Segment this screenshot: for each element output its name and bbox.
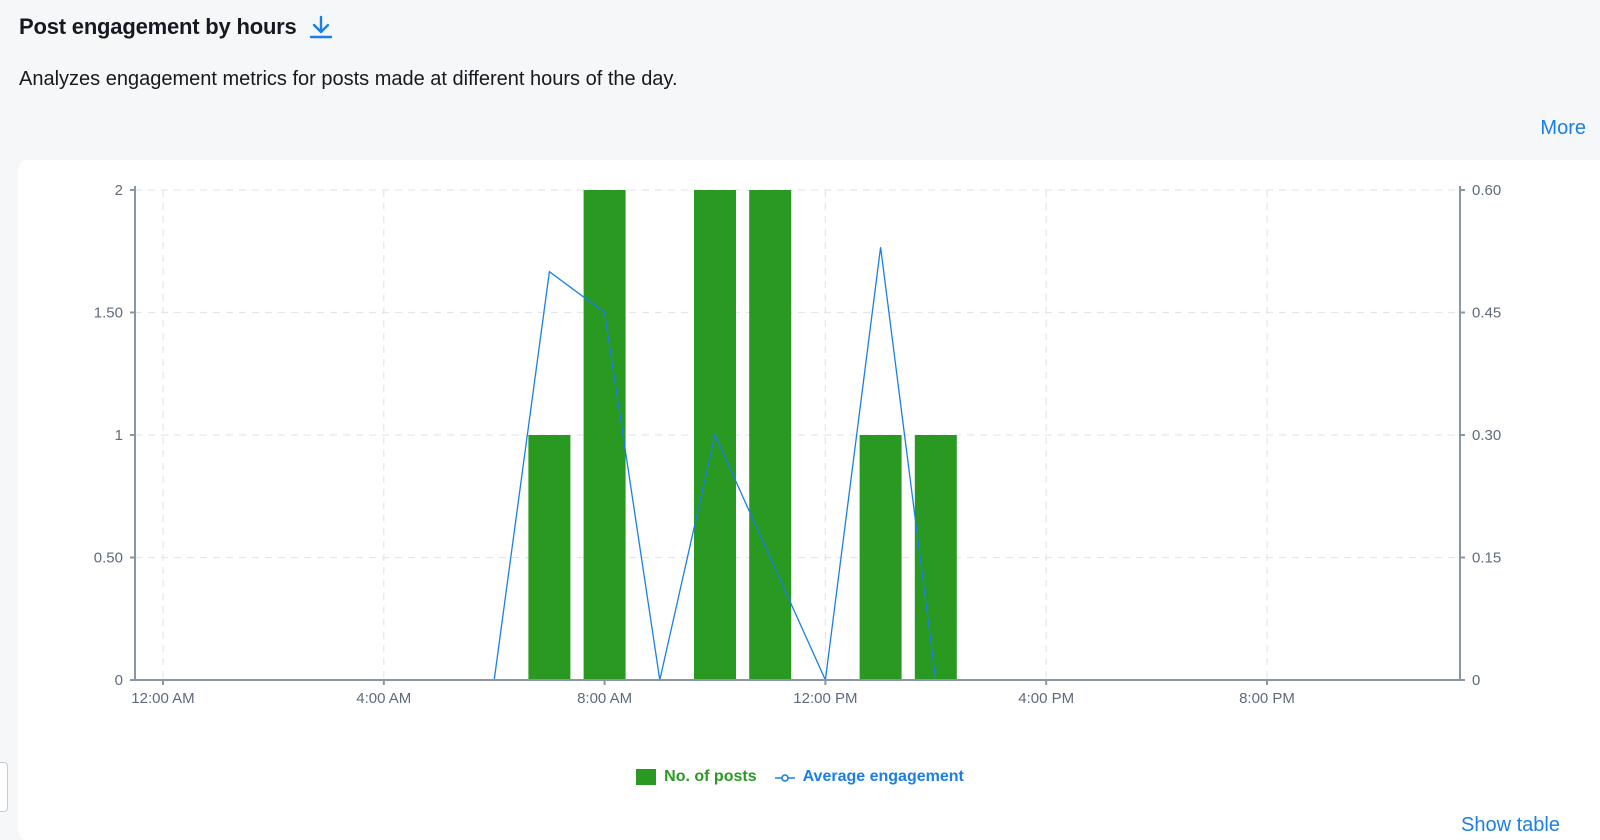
legend-item-engagement[interactable]: Average engagement [775,768,964,786]
y-left-tick-label: 1 [115,427,123,444]
x-tick-label: 8:00 PM [1239,690,1295,707]
show-table-link[interactable]: Show table [1461,814,1560,837]
y-right-tick-label: 0 [1472,672,1480,689]
bar-posts [749,190,791,680]
chart-legend: No. of posts Average engagement [0,768,1600,786]
bar-posts [528,435,570,680]
y-left-tick-label: 0.50 [94,550,123,567]
y-right-tick-label: 0.15 [1472,550,1501,567]
bar-posts [584,190,626,680]
y-left-tick-label: 0 [115,672,123,689]
legend-swatch-posts [636,769,656,785]
bar-posts [860,435,902,680]
x-tick-label: 12:00 AM [131,690,194,707]
legend-label-engagement: Average engagement [803,768,964,786]
legend-line-engagement-icon [775,771,795,783]
y-left-tick-label: 1.50 [94,305,123,322]
y-right-tick-label: 0.60 [1472,182,1501,199]
x-tick-label: 12:00 PM [793,690,857,707]
bar-posts [915,435,957,680]
chart-area: 0 0.50 1 1.50 2 0 0.15 0.30 0.45 0.60 12:00 AM 4:00… [0,0,1600,823]
x-tick-label: 8:00 AM [577,690,632,707]
y-right-tick-label: 0.30 [1472,427,1501,444]
x-tick-label: 4:00 PM [1018,690,1074,707]
legend-item-posts[interactable]: No. of posts [636,768,756,786]
y-right-tick-label: 0.45 [1472,305,1501,322]
legend-label-posts: No. of posts [664,768,756,786]
y-left-tick-label: 2 [115,182,123,199]
x-tick-label: 4:00 AM [356,690,411,707]
